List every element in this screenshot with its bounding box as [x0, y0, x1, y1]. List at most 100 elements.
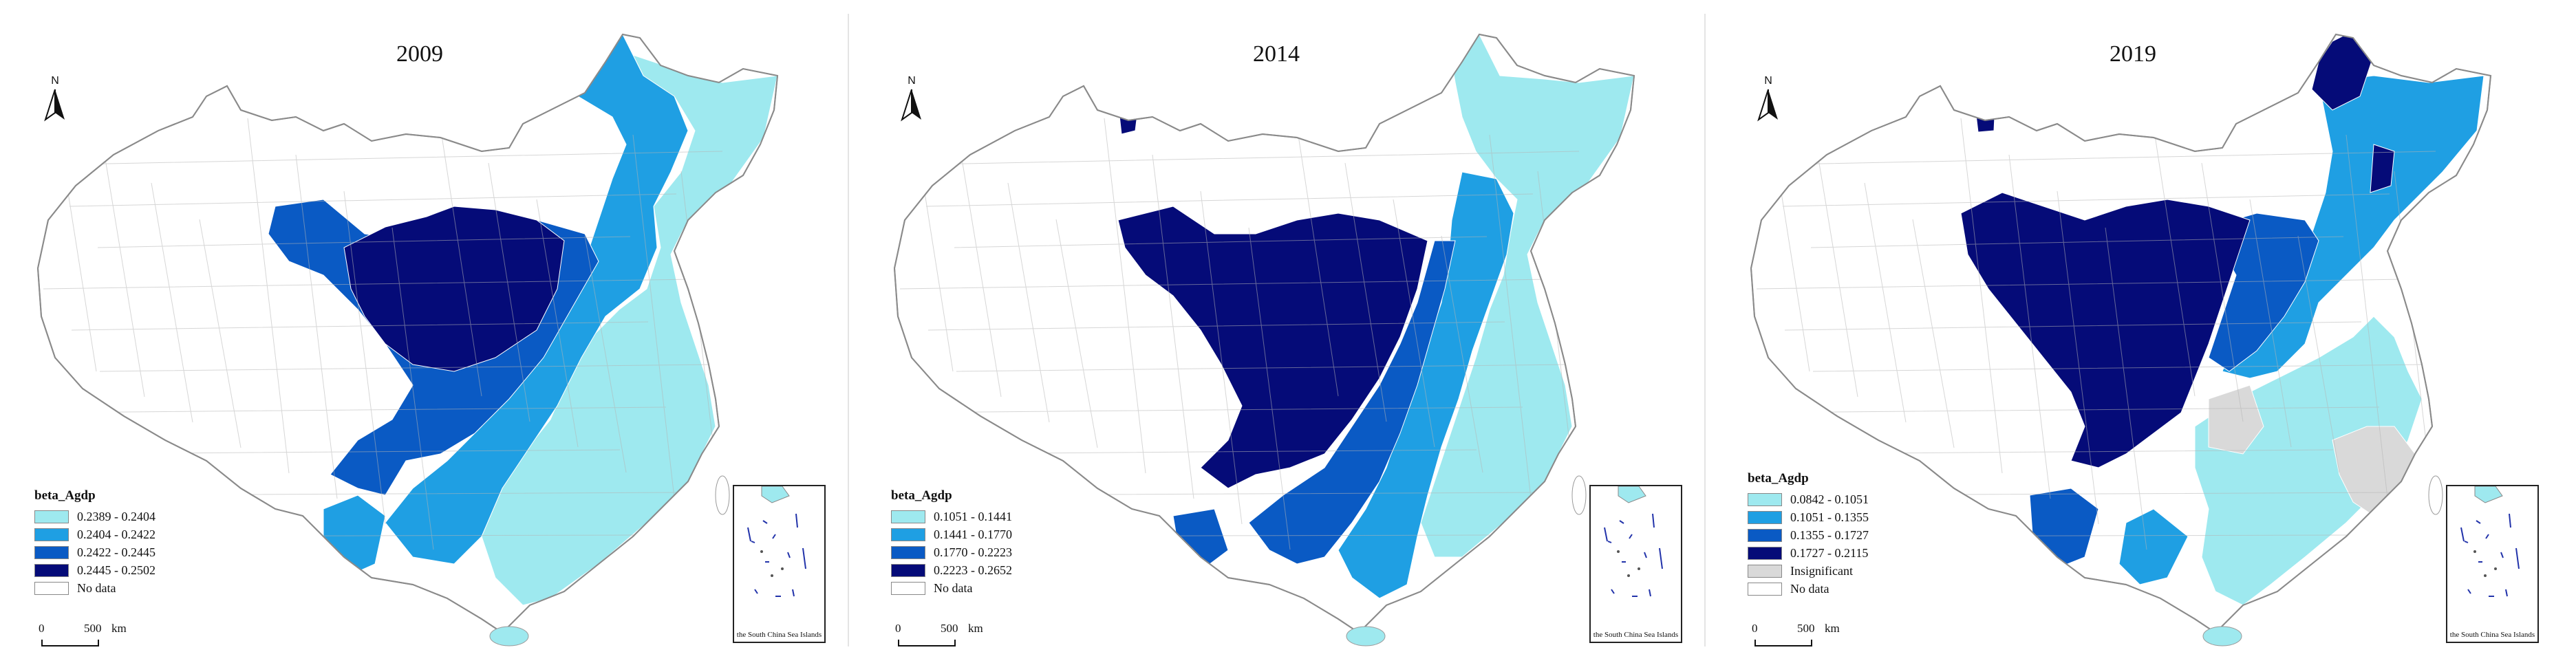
legend-label: 0.1727 - 0.2115 — [1790, 545, 1869, 560]
inset-caption: the South China Sea Islands — [736, 631, 822, 639]
legend-item: 0.0842 - 0.1051 — [1748, 490, 1869, 508]
region-zone — [1974, 101, 1996, 133]
scale-zero: 0 — [39, 622, 45, 635]
map-legend: beta_Agdp 0.1051 - 0.1441 0.1441 - 0.1770 0… — [891, 488, 1012, 597]
map-legend: beta_Agdp 0.0842 - 0.1051 0.1051 - 0.1355 0… — [1748, 471, 1869, 598]
taiwan-island — [2428, 475, 2443, 515]
legend-label: 0.2404 - 0.2422 — [77, 527, 155, 541]
legend-label: Insignificant — [1790, 563, 1853, 578]
legend-title: beta_Agdp — [891, 488, 952, 503]
north-arrow-icon: N — [1754, 74, 1782, 129]
legend-item: 0.1051 - 0.1355 — [1748, 508, 1869, 526]
legend-item: 0.1051 - 0.1441 — [891, 508, 1012, 525]
legend-item: 0.1355 - 0.1727 — [1748, 526, 1869, 544]
legend-swatch — [1748, 510, 1782, 524]
legend-swatch — [1748, 564, 1782, 578]
legend-item: No data — [891, 579, 1012, 597]
map-legend: beta_Agdp 0.2389 - 0.2404 0.2404 - 0.2422 0… — [34, 488, 155, 597]
region-zone — [1248, 240, 1456, 565]
region-zone — [2370, 144, 2395, 193]
legend-swatch — [1748, 528, 1782, 542]
legend-label: No data — [77, 580, 116, 595]
map-panel-2019: 2019 N beta_Agdp 0.0842 - 0.1051 0.1051 - … — [1713, 14, 2553, 646]
legend-swatch — [34, 528, 69, 541]
legend-label: 0.2445 - 0.2502 — [77, 563, 155, 577]
map-title-year: 2019 — [2110, 41, 2156, 67]
legend-swatch — [891, 510, 925, 523]
region-zone — [2208, 384, 2264, 455]
province-boundaries — [1754, 109, 2436, 550]
panel-divider — [1704, 14, 1706, 646]
legend-label: No data — [1790, 581, 1829, 596]
province-boundaries — [897, 109, 1580, 550]
map-panel-2009: 2009 N beta_Agdp 0.2389 - 0.2404 0.2404 - … — [0, 14, 839, 646]
legend-label: 0.2223 - 0.2652 — [934, 563, 1012, 577]
legend-swatch — [891, 545, 925, 559]
map-panel-2014: 2014 N beta_Agdp 0.1051 - 0.1441 0.1441 - … — [857, 14, 1696, 646]
scale-mid: 500 — [941, 622, 958, 635]
region-zone — [1960, 192, 2251, 468]
north-arrow-icon: N — [898, 74, 925, 129]
legend-item: 0.1727 - 0.2115 — [1748, 544, 1869, 562]
legend-label: 0.1441 - 0.1770 — [934, 527, 1012, 541]
legend-item: 0.2445 - 0.2502 — [34, 561, 155, 579]
legend-swatch — [34, 510, 69, 523]
scale-bar: 0 500 km — [1748, 619, 1913, 646]
legend-label: 0.2422 - 0.2445 — [77, 545, 155, 559]
china-map — [893, 33, 1635, 646]
scale-zero: 0 — [895, 622, 901, 635]
legend-label: 0.1355 - 0.1727 — [1790, 528, 1869, 542]
country-border — [36, 33, 779, 634]
china-map — [1750, 33, 2492, 646]
scale-mid: 500 — [1797, 622, 1815, 635]
legend-swatch — [891, 563, 925, 577]
legend-swatch — [34, 545, 69, 559]
legend-label: No data — [934, 580, 973, 595]
region-zone — [2118, 508, 2189, 585]
legend-item: 0.2389 - 0.2404 — [34, 508, 155, 525]
legend-item: 0.2223 - 0.2652 — [891, 561, 1012, 579]
south-china-sea-inset: the South China Sea Islands — [2446, 485, 2539, 643]
region-zone — [343, 206, 565, 372]
legend-item: 0.1770 - 0.2223 — [891, 543, 1012, 561]
country-border — [1750, 33, 2492, 634]
taiwan-island — [1571, 475, 1587, 515]
legend-swatch — [34, 563, 69, 577]
hainan-island — [1346, 626, 1386, 646]
inset-caption: the South China Sea Islands — [1593, 631, 1679, 639]
svg-text:N: N — [1764, 75, 1772, 87]
svg-text:N: N — [908, 75, 916, 87]
country-border — [893, 33, 1635, 634]
legend-swatch — [1748, 582, 1782, 596]
north-arrow-icon: N — [41, 74, 69, 129]
region-zone — [2311, 34, 2374, 111]
legend-label: 0.1051 - 0.1441 — [934, 509, 1012, 523]
legend-item: 0.2404 - 0.2422 — [34, 525, 155, 543]
scale-unit: km — [1825, 622, 1840, 635]
legend-label: 0.2389 - 0.2404 — [77, 509, 155, 523]
legend-item: 0.1441 - 0.1770 — [891, 525, 1012, 543]
south-china-sea-inset: the South China Sea Islands — [733, 485, 826, 643]
legend-label: 0.1051 - 0.1355 — [1790, 510, 1869, 524]
scale-bar: 0 500 km — [34, 619, 200, 646]
region-zone — [385, 34, 689, 565]
legend-label: 0.1770 - 0.2223 — [934, 545, 1012, 559]
scale-unit: km — [111, 622, 127, 635]
legend-swatch — [1748, 492, 1782, 506]
legend-item: Insignificant — [1748, 562, 1869, 580]
scale-zero: 0 — [1752, 622, 1758, 635]
map-title-year: 2009 — [396, 41, 443, 67]
legend-title: beta_Agdp — [34, 488, 96, 503]
taiwan-island — [715, 475, 730, 515]
legend-item: No data — [34, 579, 155, 597]
legend-title: beta_Agdp — [1748, 471, 1809, 486]
legend-item: No data — [1748, 580, 1869, 598]
hainan-island — [489, 626, 529, 646]
china-map — [36, 33, 779, 646]
region-zone — [1117, 206, 1428, 489]
scale-bar-line — [898, 640, 956, 646]
legend-swatch — [891, 528, 925, 541]
scale-bar-line — [1754, 640, 1812, 646]
legend-label: 0.0842 - 0.1051 — [1790, 492, 1869, 506]
legend-swatch — [34, 581, 69, 595]
